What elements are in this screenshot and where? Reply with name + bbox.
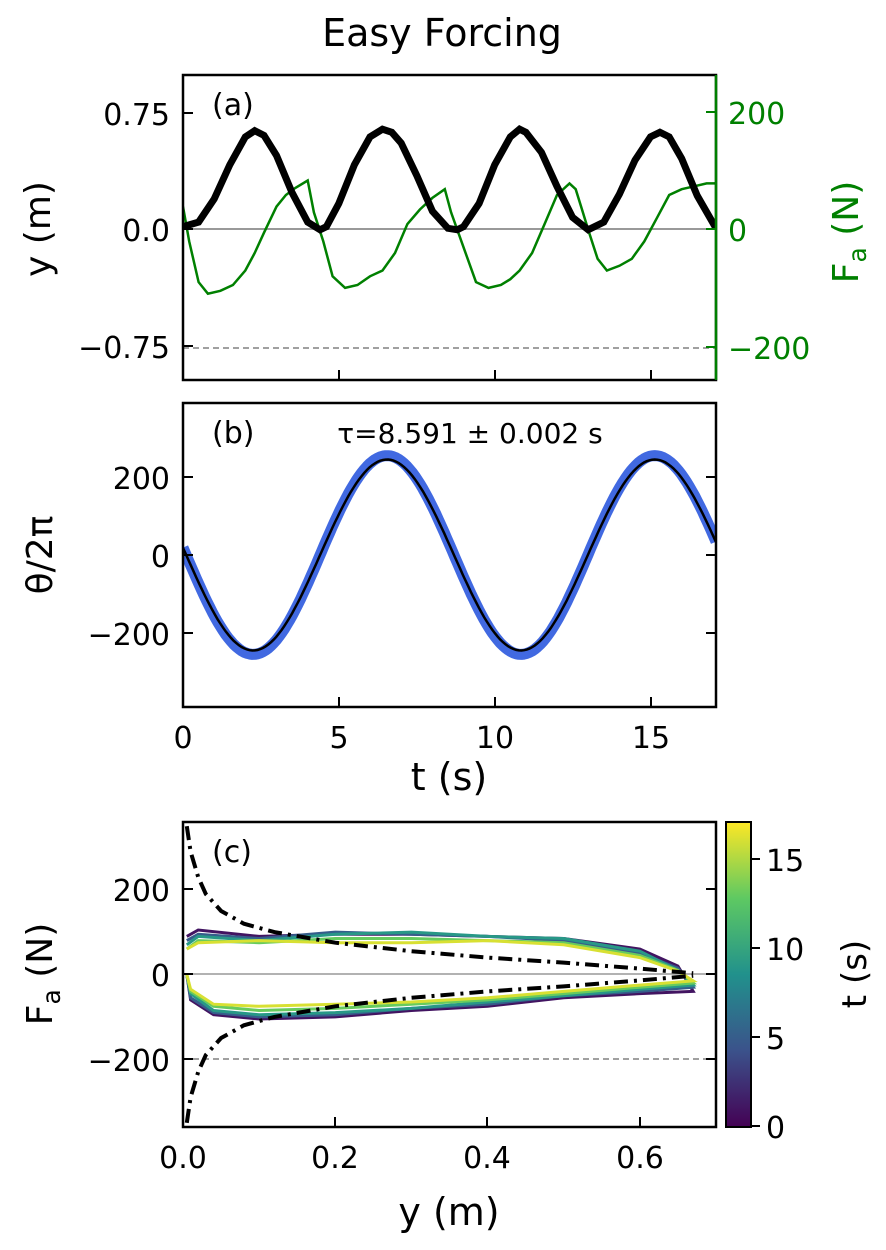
panel-a: (a) 0.75 0.0 −0.75 200 0 −200 y (m) Fa (… bbox=[18, 73, 872, 382]
panel-c-loops bbox=[185, 928, 698, 1021]
panel-c-ytick-label: 0 bbox=[151, 959, 170, 994]
panel-c-ylabel: Fa (N) bbox=[20, 923, 66, 1026]
panel-a-right-ylabel: Fa (N) bbox=[826, 181, 872, 284]
panel-b-annotation: τ=8.591 ± 0.002 s bbox=[337, 417, 602, 450]
panel-b-data-line bbox=[183, 450, 716, 660]
panel-a-right-ylabel-main: F bbox=[826, 263, 867, 284]
panel-c-dashdot-lower bbox=[184, 973, 694, 1124]
panel-c: (c) 200 0 −200 0.0 0.2 0.4 0.6 y (m) Fa … bbox=[20, 820, 718, 1234]
panel-b-xtick-label: 5 bbox=[329, 721, 348, 756]
panel-c-ylabel-sub: a bbox=[37, 989, 66, 1004]
panel-c-xtick-label: 0.6 bbox=[616, 1141, 664, 1176]
panel-a-x-ticks bbox=[182, 370, 652, 380]
panel-c-dashdot-upper bbox=[184, 825, 694, 976]
colorbar-gradient bbox=[725, 821, 752, 1128]
panel-c-xtick-label: 0.2 bbox=[311, 1141, 359, 1176]
panel-c-loop-line bbox=[185, 930, 697, 1019]
panel-b-ytick-label: 200 bbox=[113, 462, 170, 497]
panel-a-left-ticks: 0.75 0.0 −0.75 bbox=[78, 98, 193, 366]
panel-c-loop-line bbox=[185, 937, 698, 1013]
panel-b: (b) τ=8.591 ± 0.002 s 200 0 −200 0 5 10 … bbox=[20, 401, 718, 799]
panel-a-ylabel: y (m) bbox=[18, 181, 59, 277]
panel-a-label: (a) bbox=[212, 88, 254, 123]
colorbar-tick-label: 15 bbox=[766, 844, 804, 879]
panel-c-xlabel: y (m) bbox=[398, 1190, 499, 1234]
panel-c-x-ticks: 0.0 0.2 0.4 0.6 bbox=[159, 1117, 664, 1176]
panel-c-xtick-label: 0.0 bbox=[159, 1141, 207, 1176]
panel-a-plot-area bbox=[183, 125, 716, 349]
panel-b-ytick-label: −200 bbox=[88, 618, 170, 653]
panel-b-y-ticks: 200 0 −200 bbox=[88, 462, 716, 653]
panel-a-displacement-line bbox=[183, 125, 716, 234]
panel-b-x-ticks: 0 5 10 15 bbox=[173, 697, 670, 756]
panel-a-ytick-label: 0.0 bbox=[122, 214, 170, 249]
panel-c-xtick-label: 0.4 bbox=[463, 1141, 511, 1176]
panel-a-ytick-label: 0.75 bbox=[103, 98, 170, 133]
figure-title: Easy Forcing bbox=[322, 11, 562, 55]
colorbar-tick-label: 5 bbox=[766, 1022, 785, 1057]
panel-b-xtick-label: 10 bbox=[476, 721, 514, 756]
colorbar: 0 5 10 15 t (s) bbox=[725, 821, 875, 1146]
panel-b-plot-area bbox=[183, 450, 716, 660]
panel-a-ytick-label: −0.75 bbox=[78, 331, 170, 366]
panel-a-right-tick-label: 200 bbox=[728, 97, 785, 132]
panel-a-right-tick-label: −200 bbox=[728, 332, 810, 367]
panel-c-ytick-label: 200 bbox=[113, 874, 170, 909]
panel-c-ylabel-tail: (N) bbox=[20, 923, 61, 989]
panel-c-plot-area bbox=[183, 825, 716, 1124]
panel-a-force-line bbox=[183, 178, 716, 296]
panel-b-xtick-label: 15 bbox=[632, 721, 670, 756]
panel-b-ylabel: θ/2π bbox=[20, 516, 61, 595]
panel-c-label: (c) bbox=[212, 835, 252, 870]
panel-b-label: (b) bbox=[212, 416, 254, 451]
panel-c-y-ticks: 200 0 −200 bbox=[88, 874, 716, 1079]
panel-c-ylabel-main: F bbox=[20, 1005, 61, 1026]
panel-b-ytick-label: 0 bbox=[151, 540, 170, 575]
panel-c-ytick-label: −200 bbox=[88, 1044, 170, 1079]
panel-b-fit-line bbox=[183, 458, 716, 652]
panel-a-right-ylabel-sub: a bbox=[843, 247, 872, 262]
colorbar-label: t (s) bbox=[835, 940, 875, 1008]
colorbar-tick-label: 10 bbox=[766, 933, 804, 968]
panel-c-loop-line bbox=[185, 930, 697, 1017]
panel-a-right-tick-label: 0 bbox=[728, 214, 747, 249]
panel-a-right-ylabel-tail: (N) bbox=[826, 181, 867, 247]
panel-b-xlabel: t (s) bbox=[411, 755, 487, 799]
panel-b-xtick-label: 0 bbox=[173, 721, 192, 756]
colorbar-tick-label: 0 bbox=[766, 1111, 785, 1146]
panel-a-right-ticks: 200 0 −200 bbox=[706, 97, 810, 367]
